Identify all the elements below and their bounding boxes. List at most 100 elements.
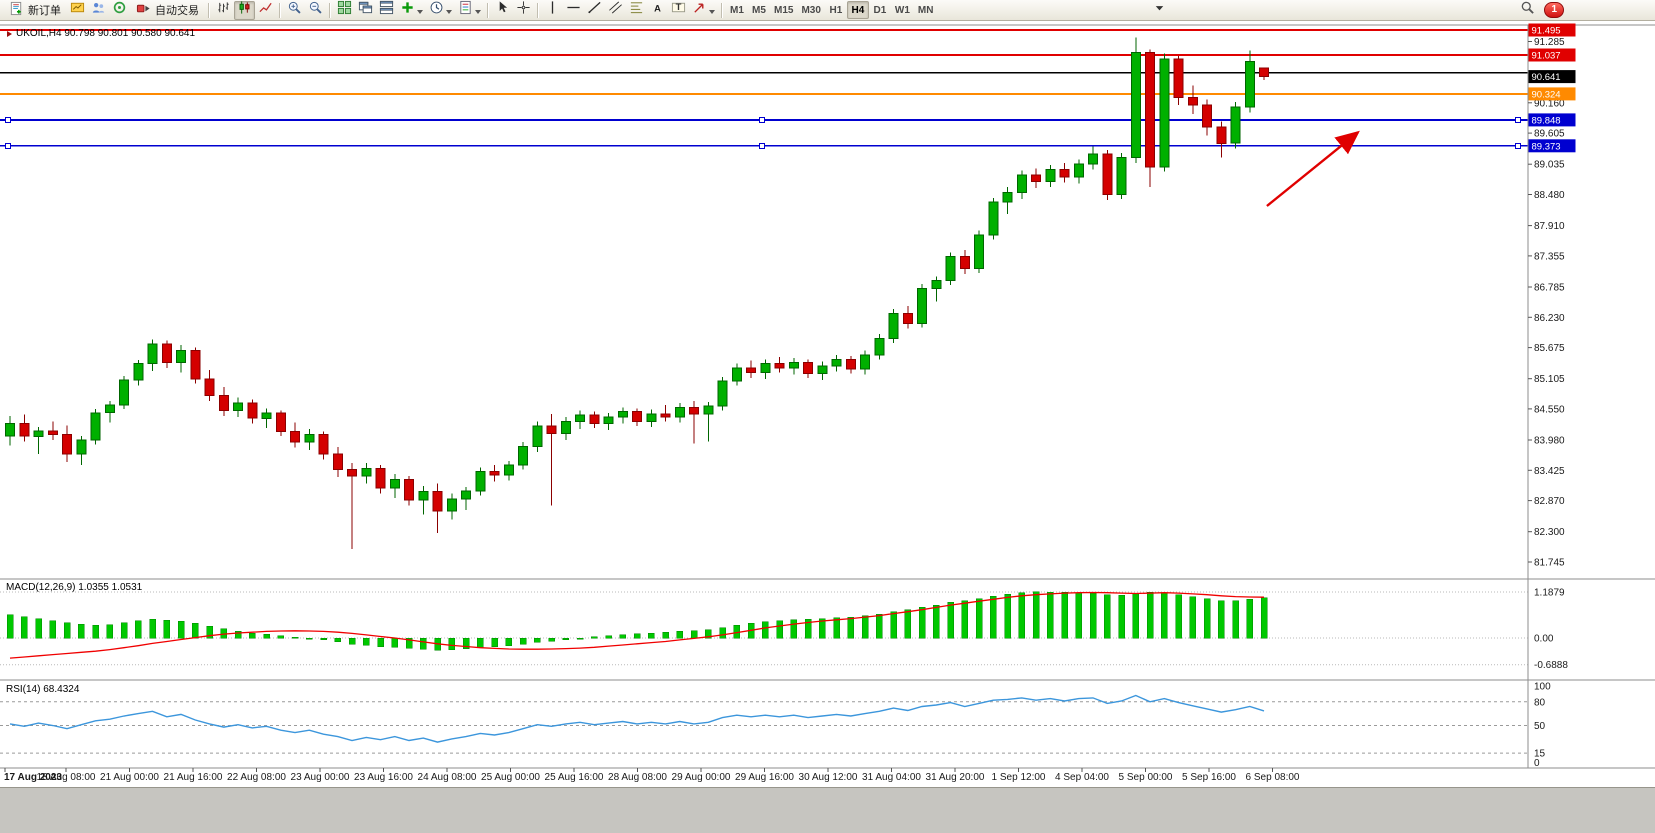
chart-title-text: UKOIL,H4 90.798 90.801 90.580 90.641 xyxy=(16,28,196,39)
notifications-badge[interactable]: 1 xyxy=(1544,2,1564,18)
timeframe-w1-button[interactable]: W1 xyxy=(891,1,914,19)
text-button[interactable]: A xyxy=(647,1,668,20)
line-chart-button[interactable] xyxy=(255,1,276,20)
svg-text:80: 80 xyxy=(1534,697,1546,708)
data-window-icon xyxy=(113,1,126,14)
svg-text:1.1879: 1.1879 xyxy=(1534,588,1565,599)
autotrading-button[interactable]: 自动交易 xyxy=(130,1,205,20)
timeframe-d1-button-label: D1 xyxy=(873,4,887,16)
svg-text:50: 50 xyxy=(1534,721,1546,732)
svg-text:22 Aug 08:00: 22 Aug 08:00 xyxy=(227,772,286,783)
svg-text:6 Sep 08:00: 6 Sep 08:00 xyxy=(1246,772,1300,783)
toolbar-overflow-button[interactable] xyxy=(1149,1,1170,20)
cascade-windows-button[interactable] xyxy=(355,1,376,20)
svg-text:18 Aug 08:00: 18 Aug 08:00 xyxy=(37,772,96,783)
chevron-down-icon xyxy=(417,9,423,17)
svg-text:85.105: 85.105 xyxy=(1534,374,1565,385)
crosshair-icon xyxy=(517,1,530,14)
svg-text:90.160: 90.160 xyxy=(1534,98,1565,109)
channel-button[interactable] xyxy=(605,1,626,20)
svg-text:4 Sep 04:00: 4 Sep 04:00 xyxy=(1055,772,1109,783)
chevron-down-icon xyxy=(475,9,481,17)
templates-button[interactable] xyxy=(455,0,484,20)
candles xyxy=(5,37,1269,550)
timeframe-m1-button[interactable]: M1 xyxy=(726,1,748,19)
timeframe-mn-button[interactable]: MN xyxy=(914,1,938,19)
timeframe-w1-button-label: W1 xyxy=(894,4,910,16)
timeframe-m15-button[interactable]: M15 xyxy=(770,1,797,19)
tile-windows-button[interactable] xyxy=(334,0,355,20)
svg-text:21 Aug 00:00: 21 Aug 00:00 xyxy=(100,772,159,783)
horizontal-lines[interactable] xyxy=(0,28,1528,149)
bar-chart-icon xyxy=(218,2,229,13)
periods-icon xyxy=(430,1,443,14)
fibonacci-icon xyxy=(630,2,643,14)
zoom-in-icon xyxy=(288,1,301,14)
text-label-button[interactable]: T xyxy=(668,1,689,20)
svg-text:T: T xyxy=(676,2,682,12)
svg-text:28 Aug 08:00: 28 Aug 08:00 xyxy=(608,772,667,783)
svg-text:89.373: 89.373 xyxy=(1532,141,1561,152)
zoom-in-button[interactable] xyxy=(284,1,305,20)
cursor-button[interactable] xyxy=(492,1,513,20)
arrange-windows-button[interactable] xyxy=(376,0,397,20)
svg-text:85.675: 85.675 xyxy=(1534,343,1565,354)
candlestick-chart-icon xyxy=(239,1,250,14)
bar-chart-button[interactable] xyxy=(213,1,234,20)
timeframe-h4-button[interactable]: H4 xyxy=(846,1,869,19)
price-axis-area[interactable] xyxy=(1528,25,1655,768)
svg-text:81.745: 81.745 xyxy=(1534,558,1565,569)
indicators-button[interactable] xyxy=(397,1,426,20)
candlestick-chart-button[interactable] xyxy=(234,0,255,20)
svg-text:0: 0 xyxy=(1534,758,1540,769)
periods-button[interactable] xyxy=(426,1,455,20)
zoom-out-button[interactable] xyxy=(305,1,326,20)
svg-text:29 Aug 00:00: 29 Aug 00:00 xyxy=(672,772,731,783)
cursor-icon xyxy=(499,1,508,13)
fibonacci-button[interactable] xyxy=(626,1,647,20)
svg-text:91.037: 91.037 xyxy=(1532,51,1561,62)
vertical-line-button[interactable] xyxy=(542,1,563,20)
new-order-button[interactable]: 新订单 xyxy=(3,1,67,20)
tile-windows-icon xyxy=(337,0,352,15)
macd-pane xyxy=(0,591,1528,666)
chart-window-icon xyxy=(70,2,85,13)
market-watch-button[interactable] xyxy=(88,1,109,20)
svg-text:86.230: 86.230 xyxy=(1534,313,1565,324)
toolbar: 新订单 自动交易 A T M1 M5 M15 M30 H1 H4 D1 W1 MN 1 xyxy=(0,0,1655,21)
crosshair-button[interactable] xyxy=(513,1,534,20)
trendline-button[interactable] xyxy=(584,1,605,20)
svg-text:31 Aug 04:00: 31 Aug 04:00 xyxy=(862,772,921,783)
horizontal-line-icon xyxy=(567,6,580,9)
charts-window-button[interactable] xyxy=(67,1,88,20)
cascade-windows-icon xyxy=(358,1,373,14)
horizontal-line-button[interactable] xyxy=(563,1,584,20)
timeframe-d1-button[interactable]: D1 xyxy=(869,1,891,19)
chevron-down-icon xyxy=(1156,6,1164,11)
shapes-button[interactable] xyxy=(689,1,718,20)
data-window-button[interactable] xyxy=(109,1,130,20)
search-button[interactable] xyxy=(1517,1,1538,20)
pane-divider-macd[interactable] xyxy=(0,577,1528,581)
timeframe-h1-button[interactable]: H1 xyxy=(825,1,847,19)
time-axis-area[interactable] xyxy=(0,768,1528,786)
svg-text:15: 15 xyxy=(1534,749,1546,760)
arrow-annotation[interactable] xyxy=(1266,130,1360,207)
toolbar-separator xyxy=(537,2,539,18)
timeframe-m30-button[interactable]: M30 xyxy=(797,1,824,19)
rsi-label-text: RSI(14) 68.4324 xyxy=(6,684,80,695)
timeframe-m5-button[interactable]: M5 xyxy=(748,1,770,19)
macd-label-text: MACD(12,26,9) 1.0355 1.0531 xyxy=(6,582,143,593)
chart-title: UKOIL,H4 90.798 90.801 90.580 90.641 xyxy=(7,28,195,39)
timeframe-m15-button-label: M15 xyxy=(774,4,794,16)
toolbar-separator xyxy=(487,2,489,18)
svg-text:83.980: 83.980 xyxy=(1534,436,1565,447)
svg-text:21 Aug 16:00: 21 Aug 16:00 xyxy=(164,772,223,783)
price-axis[interactable]: 91.285 90.160 89.605 89.035 88.480 87.910 87.3… xyxy=(1528,23,1576,770)
pane-divider-rsi[interactable] xyxy=(0,678,1528,682)
svg-text:89.848: 89.848 xyxy=(1532,115,1561,126)
search-icon xyxy=(1522,1,1535,14)
shapes-icon xyxy=(694,3,704,13)
